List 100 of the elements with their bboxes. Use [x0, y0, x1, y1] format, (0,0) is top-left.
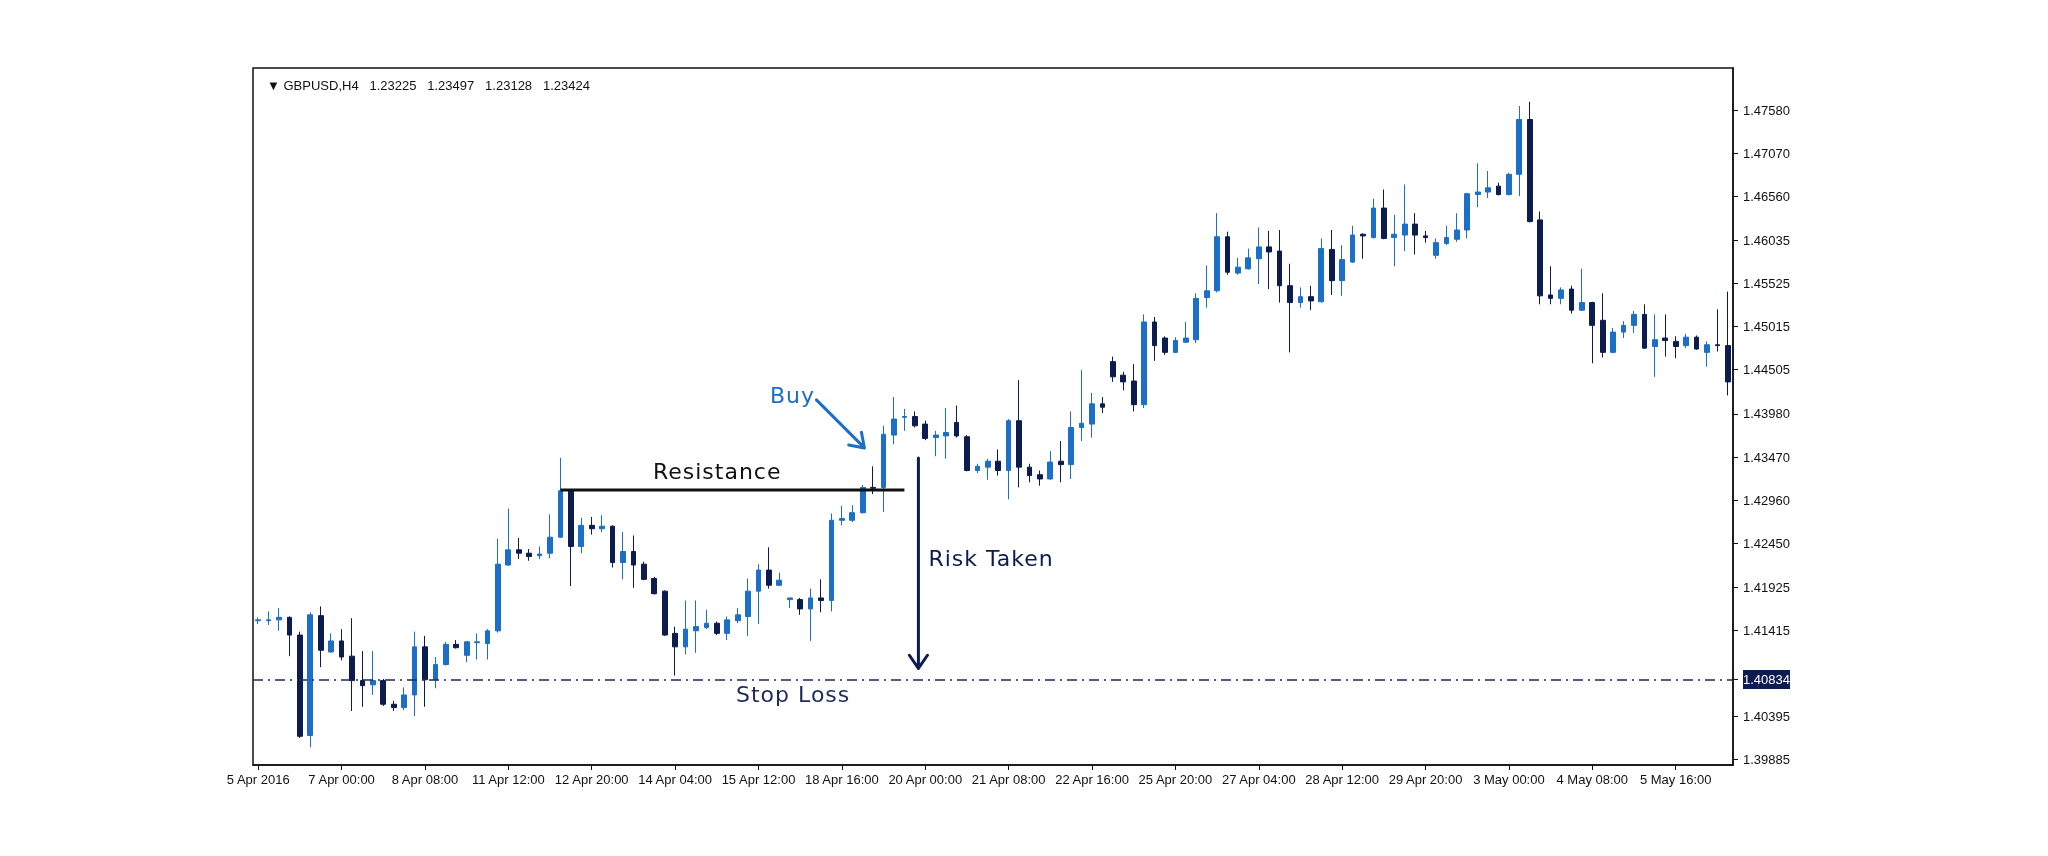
candlestick	[1298, 286, 1303, 309]
candlestick	[1173, 336, 1178, 354]
candlestick	[526, 548, 532, 562]
candlestick	[1329, 229, 1335, 296]
candlestick	[349, 617, 355, 712]
y-tick-label: 1.47580	[1743, 102, 1790, 118]
candlestick	[297, 631, 303, 739]
candlestick	[1652, 313, 1658, 378]
x-tick-label: 11 Apr 12:00	[471, 772, 545, 787]
x-tick-label: 29 Apr 20:00	[1388, 772, 1463, 787]
x-tick-label: 28 Apr 12:00	[1305, 772, 1380, 787]
candlestick	[1579, 268, 1585, 312]
candlestick	[1318, 237, 1324, 304]
candlestick	[1214, 212, 1220, 293]
y-tick-label: 1.44505	[1743, 362, 1790, 378]
candlestick	[735, 607, 741, 624]
candlestick	[537, 545, 542, 560]
candlestick	[943, 407, 949, 460]
x-tick-label: 5 May 16:00	[1639, 772, 1712, 787]
candlestick	[693, 599, 699, 654]
candlestick	[1694, 334, 1699, 351]
candlestick	[495, 538, 501, 634]
candlestick	[1193, 292, 1199, 344]
candlestick	[1725, 291, 1731, 396]
candlestick	[568, 489, 574, 587]
candlestick	[443, 641, 449, 666]
x-tick-label: 8 Apr 08:00	[391, 772, 459, 787]
candlestick	[1496, 182, 1501, 196]
candlestick	[1068, 410, 1074, 480]
candlestick	[1037, 470, 1043, 487]
candlestick	[276, 607, 282, 632]
candlestick	[1141, 313, 1147, 409]
candlestick	[1100, 396, 1105, 414]
y-tick-label: 1.45525	[1743, 276, 1790, 292]
annotation: Resistance	[652, 458, 782, 484]
candlestick	[255, 616, 261, 625]
candlestick	[401, 686, 407, 711]
candlestick	[307, 611, 313, 748]
candlestick	[547, 513, 553, 559]
candlestick	[1235, 257, 1241, 276]
candlestick	[1245, 248, 1251, 271]
y-tick-label: 1.45015	[1743, 319, 1790, 335]
candlestick	[818, 578, 824, 613]
candlestick	[453, 639, 459, 650]
candlestick	[964, 434, 970, 472]
candlestick	[724, 615, 730, 641]
candlestick	[641, 561, 647, 581]
candlestick	[328, 632, 334, 654]
candlestick	[287, 615, 292, 657]
annotation: Buy	[769, 382, 815, 408]
candlestick	[578, 517, 584, 554]
y-tick-label: 1.42450	[1743, 535, 1790, 551]
candlestick	[683, 599, 688, 655]
candlestick	[1589, 301, 1595, 364]
x-tick-label: 22 Apr 16:00	[1055, 772, 1129, 787]
candlestick	[745, 578, 751, 637]
candlestick	[1266, 230, 1272, 290]
candlestick	[933, 430, 939, 457]
candlestick	[1006, 418, 1011, 500]
y-tick-label: 1.40834	[1743, 671, 1790, 687]
candlestick	[849, 504, 855, 523]
candlestick	[797, 597, 803, 616]
x-tick-label: 7 Apr 00:00	[308, 772, 375, 787]
text: ▼ GBPUSD,H4 1.23225 1.23497 1.23128 1.23424	[267, 78, 590, 93]
candlestick	[380, 678, 386, 707]
candlestick	[1704, 340, 1710, 368]
candlestick	[1225, 231, 1230, 276]
candlestick	[808, 588, 813, 642]
candlestick	[558, 457, 563, 539]
candlestick	[714, 621, 720, 636]
candlestick	[1673, 335, 1679, 359]
candlestick	[360, 650, 365, 708]
candlestick	[1506, 172, 1512, 196]
candlestick	[1537, 210, 1543, 305]
candlestick	[339, 628, 344, 661]
candlestick	[1256, 226, 1262, 285]
y-tick-label: 1.42960	[1743, 492, 1790, 508]
candlestick	[704, 609, 709, 630]
candlestick	[1662, 313, 1668, 358]
candlestick	[1058, 440, 1064, 483]
x-tick-label: 25 Apr 20:00	[1138, 772, 1213, 787]
candlestick	[1610, 327, 1616, 354]
candlestick	[1444, 225, 1449, 246]
candlestick	[620, 531, 626, 580]
candlestick	[1433, 237, 1439, 260]
candlestick	[1621, 320, 1626, 339]
candlestick	[1371, 198, 1376, 239]
candlestick	[1402, 183, 1408, 252]
y-tick-label: 1.47070	[1743, 145, 1790, 161]
candlestick	[766, 546, 772, 590]
candlestick	[776, 572, 782, 587]
candlestick	[1683, 333, 1689, 349]
candlestick	[1339, 244, 1345, 297]
candlestick	[516, 537, 522, 560]
x-tick-label: 18 Apr 16:00	[805, 772, 879, 787]
candlestick	[1475, 162, 1481, 208]
x-tick-label: 3 May 00:00	[1473, 772, 1545, 787]
candlestick	[610, 524, 615, 569]
y-tick-label: 1.40395	[1743, 708, 1790, 724]
y-tick-label: 1.43470	[1743, 449, 1790, 465]
